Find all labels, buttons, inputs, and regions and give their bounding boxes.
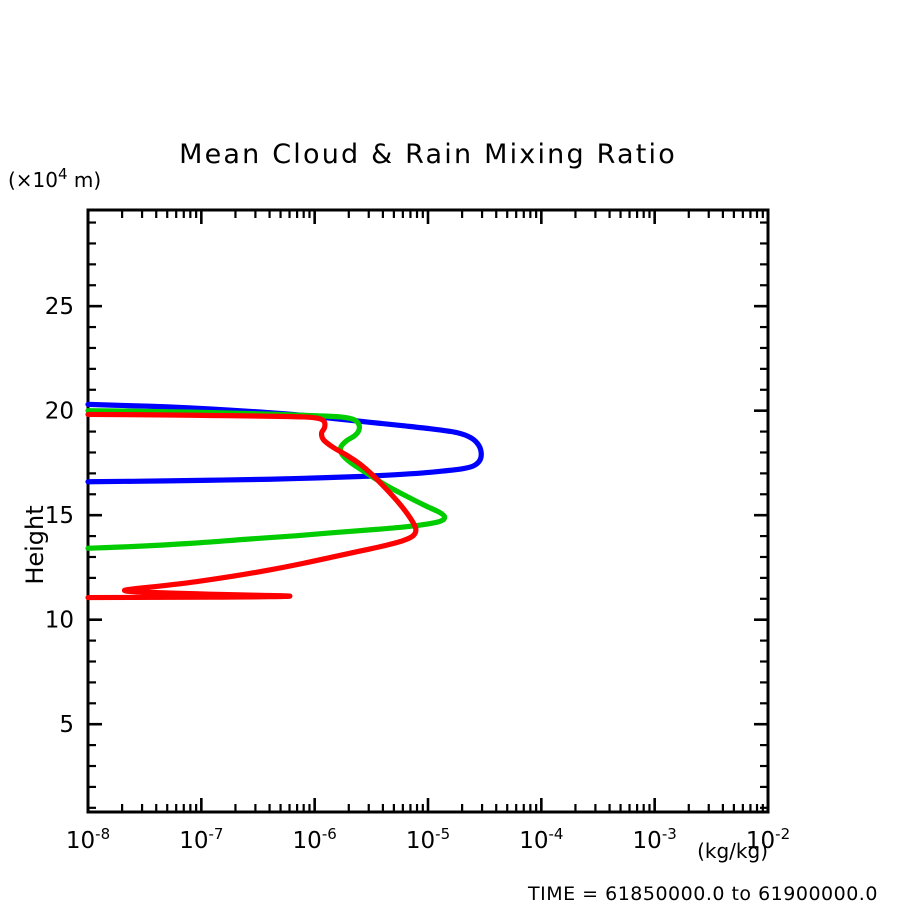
x-tick-label: 10-4 bbox=[519, 825, 563, 854]
x-tick-label: 10-7 bbox=[179, 825, 223, 854]
x-tick-label: 10-8 bbox=[66, 825, 110, 854]
y-tick-label: 10 bbox=[45, 608, 74, 634]
curve-red-profile bbox=[85, 411, 419, 601]
x-axis-tick-labels: 10-8 10-7 10-6 10-5 10-4 10-3 10-2 bbox=[66, 825, 790, 854]
x-axis-ticks bbox=[86, 210, 770, 812]
y-tick-label: 25 bbox=[45, 294, 74, 320]
y-axis-title: Height bbox=[21, 505, 49, 584]
y-axis-tick-labels: 5 10 15 20 25 bbox=[45, 294, 74, 738]
x-tick-label: 10-3 bbox=[633, 825, 677, 854]
time-annotation: TIME = 61850000.0 to 61900000.0 bbox=[527, 883, 878, 904]
x-tick-label: 10-2 bbox=[746, 825, 790, 854]
y-unit-tail: m) bbox=[68, 168, 102, 192]
x-tick-label: 10-5 bbox=[406, 825, 450, 854]
x-tick-label: 10-6 bbox=[293, 825, 337, 854]
data-curves bbox=[85, 401, 484, 601]
y-unit-main: (×10 bbox=[8, 168, 58, 192]
y-tick-label: 5 bbox=[59, 712, 74, 738]
y-unit-superscript: 4 bbox=[58, 165, 68, 183]
svg-text:(×104 m): (×104 m) bbox=[8, 165, 101, 192]
y-tick-label: 20 bbox=[45, 399, 74, 425]
x-unit-label: (kg/kg) bbox=[697, 839, 768, 863]
chart-title: Mean Cloud & Rain Mixing Ratio bbox=[179, 139, 677, 170]
y-unit-label: (×104 m) bbox=[8, 165, 101, 192]
y-axis-ticks bbox=[88, 221, 768, 809]
plot-frame bbox=[86, 208, 770, 814]
y-tick-label: 15 bbox=[45, 503, 74, 529]
